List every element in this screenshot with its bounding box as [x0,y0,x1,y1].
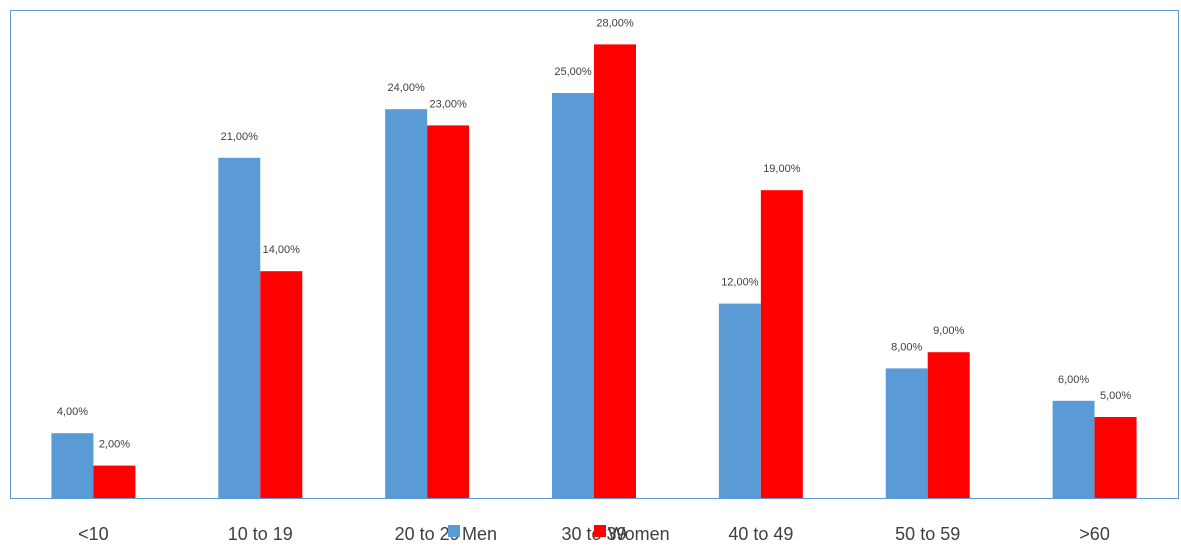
data-label-women-4: 19,00% [763,163,801,175]
bar-men-0 [51,433,94,498]
data-label-men-2: 24,00% [387,82,425,94]
data-label-men-1: 21,00% [221,131,259,143]
data-label-men-4: 12,00% [721,277,759,289]
data-label-women-0: 2,00% [99,439,130,451]
data-label-men-5: 8,00% [891,341,922,353]
data-label-men-3: 25,00% [554,66,592,78]
x-tick-label: <10 [78,524,109,544]
data-label-women-2: 23,00% [429,98,467,110]
bar-men-4 [718,303,761,498]
data-label-women-1: 14,00% [263,244,301,256]
legend-swatch-women [594,525,606,537]
legend: Men Women [448,524,670,544]
legend-swatch-men [448,525,460,537]
bar-women-5 [927,352,970,498]
bar-women-1 [260,271,303,498]
chart-frame [10,10,1179,499]
x-tick-label: 50 to 59 [895,524,960,544]
bar-women-0 [93,465,136,498]
data-label-men-6: 6,00% [1058,374,1089,386]
bar-women-6 [1094,417,1137,498]
bar-men-1 [218,157,261,499]
data-label-men-0: 4,00% [57,406,88,418]
bar-men-3 [552,93,594,498]
data-label-women-3: 28,00% [596,17,634,29]
bar-men-6 [1052,400,1095,498]
bar-women-2 [427,125,470,499]
x-tick-label: >60 [1079,524,1110,544]
bar-women-3 [594,44,636,499]
legend-label-men: Men [462,524,497,544]
x-tick-label: 10 to 19 [228,524,293,544]
data-label-women-5: 9,00% [933,325,964,337]
data-labels-group: 4,00% 2,00% 21,00% 14,00% 24,00% 23,00% 25,00%… [57,17,1132,450]
data-label-women-6: 5,00% [1100,390,1131,402]
bar-men-2 [385,109,428,498]
x-tick-label: 20 to 29 [395,524,460,544]
x-tick-label: 40 to 49 [728,524,793,544]
legend-label-women: Women [608,524,670,544]
bars-group [51,44,1137,499]
bar-men-5 [885,368,928,498]
bar-women-4 [760,190,803,498]
